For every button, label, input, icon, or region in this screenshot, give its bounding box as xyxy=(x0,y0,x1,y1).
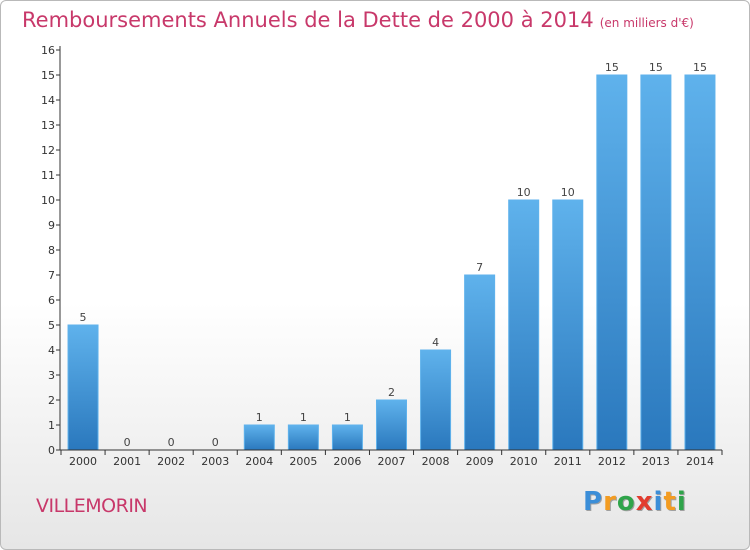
data-label: 15 xyxy=(605,61,619,74)
x-tick-label: 2003 xyxy=(201,455,229,468)
y-tick-label: 15 xyxy=(41,69,55,82)
bar xyxy=(552,199,584,451)
y-tick-label: 11 xyxy=(41,169,55,182)
x-tick-label: 2005 xyxy=(289,455,317,468)
y-tick-label: 3 xyxy=(48,369,55,382)
y-tick-label: 9 xyxy=(48,219,55,232)
y-tick-label: 7 xyxy=(48,269,55,282)
chart-subtitle: (en milliers d'€) xyxy=(599,16,694,30)
bar xyxy=(596,74,628,451)
data-label: 10 xyxy=(561,186,575,199)
y-tick-label: 5 xyxy=(48,319,55,332)
bar xyxy=(508,199,540,451)
y-tick-label: 10 xyxy=(41,194,55,207)
bar xyxy=(67,324,99,451)
bar xyxy=(243,424,275,451)
x-tick-label: 2006 xyxy=(333,455,361,468)
x-axis: 2000 2001 2002 2003 2004 2005 2006 2007 2008 2009… xyxy=(60,449,723,468)
data-label: 7 xyxy=(476,261,483,274)
data-label: 0 xyxy=(212,436,219,449)
y-tick-label: 1 xyxy=(48,419,55,432)
data-label: 1 xyxy=(300,411,307,424)
logo-letter: r xyxy=(603,487,617,517)
y-tick-label: 12 xyxy=(41,144,55,157)
x-tick-label: 2012 xyxy=(598,455,626,468)
logo-letter: P xyxy=(583,487,604,517)
y-tick-label: 6 xyxy=(48,294,55,307)
x-tick-label: 2013 xyxy=(642,455,670,468)
data-label: 10 xyxy=(517,186,531,199)
x-tick-label: 2014 xyxy=(686,455,714,468)
y-tick-label: 4 xyxy=(48,344,55,357)
logo-letter: i xyxy=(653,487,664,517)
data-label: 5 xyxy=(80,311,87,324)
bar xyxy=(640,74,672,451)
y-tick-label: 13 xyxy=(41,119,55,132)
bar xyxy=(420,349,452,451)
bar xyxy=(331,424,363,451)
data-label: 2 xyxy=(388,386,395,399)
x-tick-label: 2008 xyxy=(422,455,450,468)
data-label: 15 xyxy=(649,61,663,74)
logo-letter: o xyxy=(616,487,636,517)
x-tick-label: 2009 xyxy=(466,455,494,468)
bar xyxy=(287,424,319,451)
data-label: 1 xyxy=(344,411,351,424)
x-tick-label: 2004 xyxy=(245,455,273,468)
x-tick-label: 2001 xyxy=(113,455,141,468)
y-tick-label: 0 xyxy=(48,444,55,457)
logo-letter: t xyxy=(663,487,677,517)
y-tick-label: 16 xyxy=(41,44,55,57)
bar xyxy=(376,399,407,451)
data-label: 15 xyxy=(693,61,707,74)
value-labels-group: 5 0 0 0 1 1 1 2 4 7 10 10 15 15 15 xyxy=(80,61,707,449)
data-label: 0 xyxy=(168,436,175,449)
bars-group xyxy=(67,74,716,451)
data-label: 0 xyxy=(124,436,131,449)
chart-title: Remboursements Annuels de la Dette de 20… xyxy=(22,8,694,32)
y-tick-label: 14 xyxy=(41,94,55,107)
bar xyxy=(684,74,716,451)
logo-letter: x xyxy=(635,487,654,517)
y-tick-label: 2 xyxy=(48,394,55,407)
commune-name: VILLEMORIN xyxy=(36,495,148,517)
x-tick-label: 2000 xyxy=(69,455,97,468)
chart-title-text: Remboursements Annuels de la Dette de 20… xyxy=(22,8,594,32)
data-label: 1 xyxy=(256,411,263,424)
x-tick-label: 2011 xyxy=(554,455,582,468)
data-label: 4 xyxy=(432,336,439,349)
x-tick-label: 2002 xyxy=(157,455,185,468)
y-tick-label: 8 xyxy=(48,244,55,257)
x-tick-label: 2007 xyxy=(378,455,406,468)
x-tick-label: 2010 xyxy=(510,455,538,468)
bar xyxy=(464,274,496,451)
logo-letter: i xyxy=(676,487,687,517)
proxiti-logo: Proxiti xyxy=(583,487,687,517)
